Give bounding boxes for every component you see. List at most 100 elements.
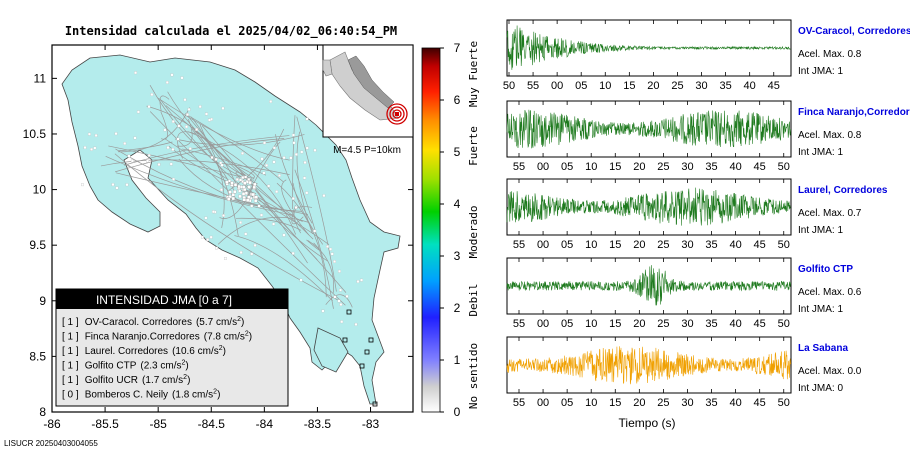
station-marker — [368, 337, 374, 343]
legend-item: [ 1 ] OV-Caracol. Corredores (5.7 cm/s2) — [62, 316, 244, 328]
colorbar-tick-label: 1 — [454, 353, 461, 367]
footer-id: LISUCR 20250403004055 — [4, 439, 98, 448]
colorbar-category: No sentido — [467, 343, 480, 409]
time-tick-label: 10 — [585, 397, 597, 409]
seismogram-panel: 55 00 05 10 15 20 25 30 35 40 45 50 La Sabana Acel. M… — [506, 336, 862, 409]
colorbar: 7 6 5 4 3 2 1 0 Muy Fuerte Fuerte Moderado Debil No… — [421, 41, 480, 419]
time-tick-label: 25 — [657, 397, 669, 409]
time-tick-label: 35 — [705, 397, 717, 409]
map-y-tick-label: 9.5 — [29, 238, 46, 252]
station-accel: Acel. Max. 0.6 — [798, 287, 862, 298]
time-tick-label: 20 — [633, 239, 645, 251]
time-tick-label: 15 — [609, 239, 621, 251]
station-markers — [342, 309, 378, 407]
map-x-axis: -86 -85.5 -85 -84.5 -84 -83.5 -83 — [43, 45, 380, 431]
time-tick-label: 30 — [695, 80, 707, 92]
colorbar-category: Fuerte — [467, 126, 480, 166]
station-name: La Sabana — [798, 343, 848, 354]
waveform-line — [506, 109, 791, 149]
time-tick-label: 30 — [681, 397, 693, 409]
waveform-line — [506, 187, 791, 226]
time-tick-label: 35 — [719, 80, 731, 92]
map-y-tick-label: 9 — [39, 294, 46, 308]
legend-item: [ 1 ] Golfito UCR (1.7 cm/s2) — [62, 374, 190, 386]
station-marker — [346, 309, 352, 315]
colorbar-tick-label: 6 — [454, 93, 461, 107]
time-tick-label: 45 — [754, 161, 766, 173]
legend-item: [ 0 ] Bomberos C. Neily (1.8 cm/s2) — [62, 389, 220, 401]
time-tick-label: 10 — [585, 161, 597, 173]
map-y-tick-label: 10.5 — [23, 127, 47, 141]
time-tick-label: 45 — [754, 397, 766, 409]
colorbar-tick-label: 0 — [454, 405, 461, 419]
time-tick-label: 05 — [575, 80, 587, 92]
time-tick-label: 30 — [681, 239, 693, 251]
time-tick-label: 05 — [561, 239, 573, 251]
map-x-tick-label: -84 — [256, 417, 274, 431]
time-tick-label: 25 — [657, 239, 669, 251]
costa-rica-land — [61, 54, 401, 405]
time-tick-label: 45 — [768, 80, 780, 92]
legend-item: [ 1 ] Finca Naranjo.Corredores (7.8 cm/s2) — [62, 331, 252, 343]
colorbar-tick-label: 3 — [454, 249, 461, 263]
map-x-tick-label: -83 — [362, 417, 380, 431]
time-tick-label: 50 — [778, 318, 790, 330]
time-tick-label: 20 — [633, 318, 645, 330]
time-tick-label: 45 — [754, 318, 766, 330]
time-tick-label: 15 — [623, 80, 635, 92]
time-tick-label: 55 — [513, 161, 525, 173]
inset-magnitude-label: M=4.5 P=10km — [333, 145, 401, 156]
station-marker — [342, 337, 348, 343]
station-accel: Acel. Max. 0.7 — [798, 208, 862, 219]
time-tick-label: 50 — [778, 161, 790, 173]
colorbar-tick-label: 4 — [454, 197, 461, 211]
epicenter-ring-inner — [392, 109, 402, 119]
station-accel: Acel. Max. 0.8 — [798, 49, 862, 60]
time-tick-label: 35 — [705, 239, 717, 251]
colorbar-category: Muy Fuerte — [467, 41, 480, 107]
map-y-axis: 11 10.5 10 9.5 9 8.5 8 — [23, 71, 413, 419]
time-axis-label: Tiempo (s) — [619, 416, 676, 430]
station-marker — [372, 401, 378, 407]
time-tick-label: 35 — [705, 318, 717, 330]
station-name: Finca Naranjo,Corredores — [798, 107, 910, 118]
time-tick-label: 55 — [513, 397, 525, 409]
station-name: Laurel, Corredores — [798, 185, 888, 196]
station-intensity: Int JMA: 1 — [798, 147, 843, 158]
time-tick-label: 00 — [537, 318, 549, 330]
map-x-tick-label: -85 — [150, 417, 168, 431]
time-tick-label: 00 — [551, 80, 563, 92]
time-tick-label: 25 — [657, 161, 669, 173]
time-tick-label: 35 — [705, 161, 717, 173]
colorbar-tick-label: 5 — [454, 145, 461, 159]
epicenter-ring-middle — [389, 106, 405, 122]
map-title: Intensidad calculada el 2025/04/02_06:40… — [65, 24, 397, 39]
station-accel: Acel. Max. 0.8 — [798, 130, 862, 141]
time-tick-label: 45 — [754, 239, 766, 251]
map-y-tick-label: 11 — [34, 71, 47, 85]
map-y-tick-label: 10 — [33, 183, 47, 197]
map-y-tick-label: 8.5 — [29, 349, 46, 363]
time-tick-label: 10 — [585, 318, 597, 330]
time-tick-label: 20 — [647, 80, 659, 92]
station-name: OV-Caracol, Corredores — [798, 26, 910, 37]
colorbar-gradient — [421, 47, 441, 413]
time-tick-label: 40 — [744, 80, 756, 92]
map-x-tick-label: -85.5 — [91, 417, 119, 431]
time-tick-label: 20 — [633, 161, 645, 173]
time-tick-label: 55 — [513, 239, 525, 251]
seismogram-panel: 55 00 05 10 15 20 25 30 35 40 45 50 Laurel, Corredor… — [506, 178, 888, 251]
time-tick-label: 10 — [585, 239, 597, 251]
map-x-tick-label: -84.5 — [198, 417, 226, 431]
time-tick-label: 50 — [778, 397, 790, 409]
map-x-tick-label: -83.5 — [304, 417, 332, 431]
time-tick-label: 40 — [729, 161, 741, 173]
map-y-tick-label: 8 — [39, 405, 46, 419]
seismogram-panels: 50 55 00 05 10 15 20 25 30 35 40 45 OV-Caracol, Corr… — [503, 19, 910, 409]
time-tick-label: 30 — [681, 318, 693, 330]
map-x-tick-label: -86 — [43, 417, 61, 431]
waveform-line — [506, 25, 791, 70]
colorbar-category: Moderado — [467, 206, 480, 259]
intensity-legend: INTENSIDAD JMA [0 a 7] [ 1 ] OV-Caracol. … — [55, 288, 289, 407]
map-panel: -86 -85.5 -85 -84.5 -84 -83.5 -83 11 10.5 10 9.5 9… — [23, 44, 414, 431]
